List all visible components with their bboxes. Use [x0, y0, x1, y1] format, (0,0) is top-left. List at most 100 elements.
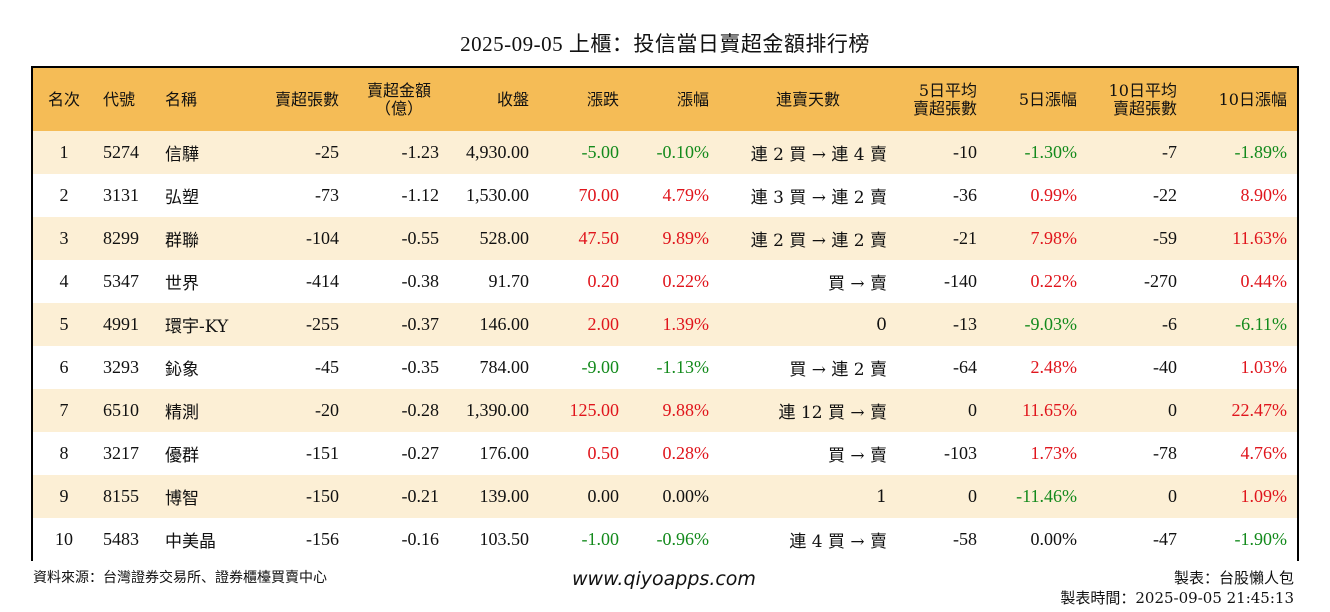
table-row: 3 8299 群聯 -104 -0.55 528.00 47.50 9.89% 連 2 買 → … [33, 217, 1297, 260]
cell-name: 鈊象 [165, 360, 199, 380]
cell-pct10: 11.63% [1232, 228, 1287, 248]
cell-net-sell-shares: -156 [306, 529, 339, 549]
cell-close: 176.00 [479, 443, 530, 463]
header-net-sell-amount: 賣超金額 （億） [349, 68, 449, 131]
header-net-sell-shares: 賣超張數 [274, 89, 339, 109]
cell-close: 146.00 [479, 314, 530, 334]
website-link[interactable]: www.qiyoapps.com [572, 568, 756, 590]
cell-net-sell-shares: -255 [306, 314, 339, 334]
cell-avg5: 0 [968, 486, 977, 506]
cell-avg5: -10 [953, 142, 977, 162]
cell-name: 精測 [165, 403, 199, 423]
cell-pct10: 0.44% [1240, 271, 1288, 291]
cell-streak: 連 2 買 → 連 2 賣 [750, 231, 887, 251]
cell-net-sell-shares: -20 [315, 400, 339, 420]
cell-streak: 買 → 賣 [827, 274, 887, 294]
cell-net-sell-amount: -0.35 [401, 357, 440, 377]
cell-avg10: -6 [1162, 314, 1177, 334]
cell-streak: 0 [876, 314, 887, 335]
cell-net-sell-amount: -0.55 [401, 228, 440, 248]
cell-code: 6510 [103, 400, 139, 420]
cell-close: 528.00 [479, 228, 530, 248]
cell-change: 70.00 [578, 185, 620, 205]
table-row: 10 5483 中美晶 -156 -0.16 103.50 -1.00 -0.96% 連 4 買… [33, 518, 1297, 561]
cell-change-pct: -0.10% [656, 142, 710, 162]
cell-pct10: -1.89% [1234, 142, 1288, 162]
table-row: 5 4991 環宇-KY -255 -0.37 146.00 2.00 1.39% 0 -13 -9… [33, 303, 1297, 346]
data-source-note: 資料來源：台灣證券交易所、證券櫃檯買賣中心 [33, 570, 327, 586]
cell-pct5: 0.99% [1030, 185, 1078, 205]
cell-pct10: 8.90% [1240, 185, 1288, 205]
cell-pct5: 0.00% [1030, 529, 1078, 549]
cell-avg10: -59 [1153, 228, 1177, 248]
cell-close: 103.50 [479, 529, 530, 549]
cell-code: 4991 [103, 314, 139, 334]
cell-net-sell-amount: -0.21 [401, 486, 440, 506]
header-avg5-line2: 賣超張數 [912, 98, 977, 118]
header-net-sell-amount-line2: （億） [374, 98, 423, 118]
cell-change: 0.50 [587, 443, 620, 463]
cell-streak: 買 → 賣 [827, 446, 887, 466]
cell-change-pct: -1.13% [656, 357, 710, 377]
cell-net-sell-amount: -0.27 [401, 443, 440, 463]
table-row: 2 3131 弘塑 -73 -1.12 1,530.00 70.00 4.79% 連 3 買 →… [33, 174, 1297, 217]
cell-change: 0.20 [587, 271, 620, 291]
cell-name: 世界 [165, 274, 199, 294]
cell-code: 8155 [103, 486, 139, 506]
made-at-timestamp: 製表時間：2025-09-05 21:45:13 [1060, 589, 1294, 607]
cell-change: -1.00 [581, 529, 620, 549]
cell-change-pct: 9.88% [662, 400, 710, 420]
cell-pct10: 1.03% [1240, 357, 1288, 377]
cell-net-sell-shares: -73 [315, 185, 339, 205]
header-avg10: 10日平均 賣超張數 [1087, 68, 1187, 131]
cell-close: 784.00 [479, 357, 530, 377]
cell-pct5: -9.03% [1024, 314, 1078, 334]
header-change: 漲跌 [586, 89, 619, 109]
table-row: 4 5347 世界 -414 -0.38 91.70 0.20 0.22% 買 → 賣 -140 0… [33, 260, 1297, 303]
header-avg5-line1: 5日平均 [918, 80, 977, 100]
table-row: 1 5274 信驊 -25 -1.23 4,930.00 -5.00 -0.10% 連 2 買 … [33, 131, 1297, 174]
cell-streak: 連 3 買 → 連 2 賣 [750, 188, 887, 208]
cell-change-pct: 0.00% [662, 486, 710, 506]
cell-change-pct: -0.96% [656, 529, 710, 549]
cell-pct10: 4.76% [1240, 443, 1288, 463]
cell-pct5: 11.65% [1022, 400, 1077, 420]
cell-avg5: -13 [953, 314, 977, 334]
cell-change-pct: 0.28% [662, 443, 710, 463]
header-code: 代號 [103, 89, 136, 109]
cell-avg10: 0 [1168, 400, 1177, 420]
cell-avg10: -270 [1144, 271, 1177, 291]
cell-rank: 9 [59, 486, 69, 506]
cell-rank: 4 [59, 271, 69, 291]
author-credit: 製表：台股懶人包 [1173, 569, 1294, 587]
cell-streak: 連 12 買 → 賣 [778, 403, 888, 423]
cell-pct10: -6.11% [1235, 314, 1287, 334]
header-change-pct: 漲幅 [676, 89, 709, 109]
cell-pct10: -1.90% [1234, 529, 1288, 549]
cell-streak: 連 4 買 → 賣 [789, 532, 887, 552]
cell-net-sell-shares: -150 [306, 486, 339, 506]
cell-change: 47.50 [578, 228, 620, 248]
cell-change-pct: 1.39% [662, 314, 710, 334]
cell-avg5: 0 [968, 400, 977, 420]
cell-name: 中美晶 [165, 532, 216, 552]
cell-change-pct: 9.89% [662, 228, 710, 248]
header-streak: 連賣天數 [775, 89, 840, 109]
header-avg10-line1: 10日平均 [1108, 80, 1177, 100]
cell-change-pct: 0.22% [662, 271, 710, 291]
cell-pct5: 0.22% [1030, 271, 1078, 291]
cell-pct5: 1.73% [1030, 443, 1078, 463]
cell-rank: 3 [59, 228, 69, 248]
cell-net-sell-amount: -0.37 [401, 314, 440, 334]
cell-pct5: -11.46% [1016, 486, 1077, 506]
cell-code: 5274 [103, 142, 139, 162]
cell-close: 1,390.00 [466, 400, 529, 420]
cell-code: 8299 [103, 228, 139, 248]
header-avg5: 5日平均 賣超張數 [897, 68, 987, 131]
cell-avg5: -64 [953, 357, 977, 377]
cell-streak: 連 2 買 → 連 4 賣 [750, 145, 887, 165]
cell-code: 3293 [103, 357, 139, 377]
cell-pct5: 2.48% [1030, 357, 1078, 377]
table-body: 1 5274 信驊 -25 -1.23 4,930.00 -5.00 -0.10% 連 2 買 … [33, 131, 1297, 561]
cell-pct5: 7.98% [1030, 228, 1078, 248]
